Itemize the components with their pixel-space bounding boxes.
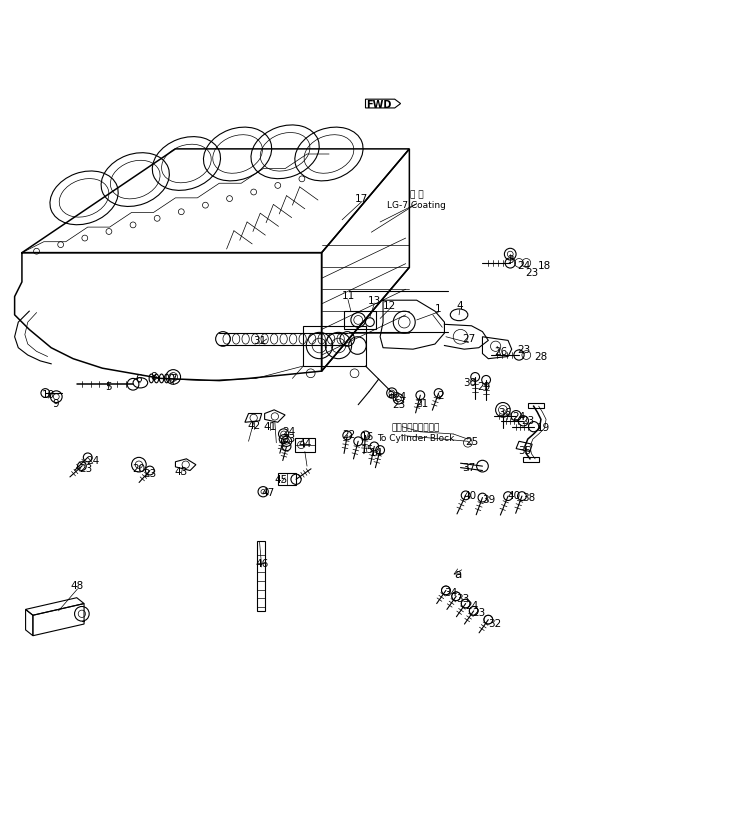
Text: 6: 6 bbox=[135, 373, 142, 383]
Text: 15: 15 bbox=[360, 445, 374, 455]
Bar bbox=[257, 542, 265, 611]
Text: 30: 30 bbox=[463, 378, 476, 388]
Text: 22: 22 bbox=[342, 430, 355, 440]
Text: 24: 24 bbox=[517, 261, 530, 271]
Text: 13: 13 bbox=[368, 296, 381, 306]
Text: a: a bbox=[387, 388, 395, 401]
Text: 5: 5 bbox=[105, 381, 112, 392]
Text: 2: 2 bbox=[437, 391, 444, 401]
Text: 36: 36 bbox=[499, 407, 512, 417]
Text: 35: 35 bbox=[518, 445, 531, 455]
Text: 24: 24 bbox=[465, 600, 478, 610]
Text: 46: 46 bbox=[255, 559, 268, 569]
Text: 25: 25 bbox=[465, 436, 478, 447]
Text: 40: 40 bbox=[507, 491, 520, 501]
Text: 8: 8 bbox=[150, 372, 157, 382]
Text: 42: 42 bbox=[247, 421, 260, 431]
Text: 14: 14 bbox=[370, 448, 383, 458]
Text: 48: 48 bbox=[71, 580, 84, 590]
Text: シリンダブロックへ
To Cylinder Block: シリンダブロックへ To Cylinder Block bbox=[377, 423, 455, 443]
Text: 塗 布
LG-7 Coating: 塗 布 LG-7 Coating bbox=[387, 190, 446, 209]
Text: 27: 27 bbox=[462, 334, 475, 344]
Text: 12: 12 bbox=[383, 301, 396, 311]
Text: 43: 43 bbox=[175, 467, 188, 477]
Text: 24: 24 bbox=[86, 455, 99, 465]
Bar bbox=[295, 439, 315, 452]
Text: 10: 10 bbox=[42, 390, 55, 400]
Bar bbox=[528, 404, 544, 408]
Text: 44: 44 bbox=[298, 439, 311, 449]
Text: 41: 41 bbox=[264, 421, 277, 431]
Text: 23: 23 bbox=[143, 469, 156, 479]
Bar bbox=[523, 458, 539, 462]
Text: 23: 23 bbox=[472, 608, 485, 618]
Text: 47: 47 bbox=[262, 487, 275, 497]
Text: 45: 45 bbox=[275, 474, 288, 484]
Text: 17: 17 bbox=[355, 194, 368, 204]
Text: 33: 33 bbox=[456, 593, 469, 603]
Text: 11: 11 bbox=[341, 291, 355, 301]
Text: 32: 32 bbox=[488, 619, 501, 628]
Text: 18: 18 bbox=[538, 261, 551, 271]
Text: 24: 24 bbox=[512, 412, 526, 421]
Text: 3: 3 bbox=[507, 254, 514, 264]
Text: 26: 26 bbox=[494, 346, 507, 356]
Text: 1: 1 bbox=[435, 303, 442, 313]
Text: 9: 9 bbox=[52, 398, 59, 408]
Text: FWD: FWD bbox=[366, 99, 391, 109]
Text: 23: 23 bbox=[392, 400, 405, 410]
Text: a: a bbox=[454, 567, 461, 580]
Text: 34: 34 bbox=[444, 587, 458, 597]
Text: 23: 23 bbox=[517, 344, 530, 354]
Text: 24: 24 bbox=[393, 392, 406, 402]
Text: 28: 28 bbox=[534, 352, 548, 362]
Text: 16: 16 bbox=[360, 431, 374, 441]
Text: 4: 4 bbox=[456, 301, 463, 311]
Text: 31: 31 bbox=[253, 336, 266, 346]
Text: 24: 24 bbox=[282, 426, 295, 436]
Text: 23: 23 bbox=[282, 434, 295, 444]
Text: 23: 23 bbox=[521, 416, 534, 426]
Text: 23: 23 bbox=[80, 463, 93, 473]
Text: 29: 29 bbox=[477, 381, 491, 392]
Text: 19: 19 bbox=[537, 423, 550, 433]
Text: 21: 21 bbox=[415, 398, 428, 408]
Text: 20: 20 bbox=[132, 463, 145, 473]
Text: 39: 39 bbox=[482, 494, 495, 504]
Bar bbox=[278, 474, 296, 485]
Text: 40: 40 bbox=[463, 491, 477, 501]
Text: 23: 23 bbox=[526, 268, 539, 278]
Text: 37: 37 bbox=[462, 462, 475, 472]
Text: 38: 38 bbox=[522, 492, 535, 503]
Text: 7: 7 bbox=[170, 374, 177, 384]
